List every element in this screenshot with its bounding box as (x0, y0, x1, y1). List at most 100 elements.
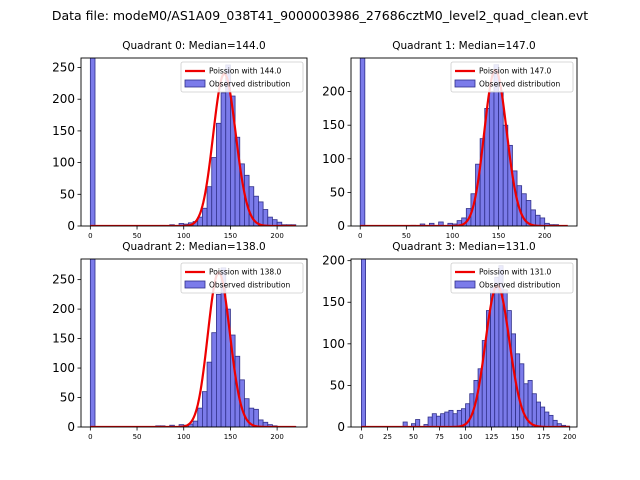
histogram-bar (206, 361, 213, 427)
histogram-bar (540, 406, 546, 427)
x-tick-label: 50 (409, 433, 418, 441)
histogram-bar (89, 58, 96, 226)
y-tick-label: 100 (52, 156, 75, 170)
histogram-bar (361, 259, 366, 427)
histogram-bar (202, 207, 208, 226)
x-tick-label: 100 (177, 433, 190, 441)
x-tick-label: 75 (435, 433, 444, 441)
x-tick-label: 175 (537, 433, 550, 441)
legend: Poission with 144.0 Observed distribution (180, 61, 304, 93)
x-tick-label: 0 (88, 232, 92, 240)
histogram-bar (498, 91, 504, 226)
poisson-fit-line (361, 284, 570, 427)
x-tick-label: 200 (270, 232, 283, 240)
legend-entry-fit: Poission with 144.0 (209, 67, 282, 76)
x-tick-label: 150 (511, 433, 524, 441)
legend: Poission with 131.0 Observed distribution (450, 262, 574, 294)
y-tick-label: 150 (322, 295, 345, 309)
x-tick-label: 150 (492, 232, 505, 240)
y-tick-label: 50 (330, 378, 345, 392)
y-tick-label: 100 (52, 361, 75, 375)
subplot-quadrant-2: 0 50 100 150 200 250 0 50 100 150 200 Quadrant 2: M… (52, 241, 308, 441)
histogram-bar (206, 186, 213, 226)
subplot-title: Quadrant 3: Median=131.0 (392, 241, 535, 253)
axes-frame (350, 57, 578, 227)
y-tick-label: 50 (60, 187, 75, 201)
x-tick-label: 50 (133, 433, 142, 441)
histogram-bar (539, 217, 546, 226)
histogram-bar (535, 214, 541, 226)
x-tick-label: 200 (270, 433, 283, 441)
legend-entry-observed: Observed distribution (209, 80, 290, 89)
legend-box (180, 262, 304, 294)
legend-entry-observed: Observed distribution (479, 281, 560, 290)
histogram-bar (535, 401, 541, 427)
legend-box (180, 61, 304, 93)
subplot-title: Quadrant 0: Median=144.0 (122, 40, 265, 52)
histogram-bar (427, 416, 433, 427)
histogram-bar (444, 411, 450, 427)
x-tick-label: 200 (538, 232, 551, 240)
histogram-bar (519, 363, 525, 427)
histogram-bar (220, 92, 227, 226)
histogram-bar (211, 332, 217, 427)
legend-entry-fit: Poission with 131.0 (479, 268, 552, 277)
histogram-bar (544, 411, 550, 427)
legend-entry-observed: Observed distribution (209, 281, 290, 290)
y-tick-label: 250 (52, 273, 75, 287)
axes-frame (80, 258, 308, 428)
histogram-bar (448, 409, 454, 427)
histogram-bar (262, 209, 269, 226)
x-tick-label: 0 (359, 433, 363, 441)
histogram-bar (494, 276, 500, 427)
legend-box (450, 61, 574, 93)
histogram-bar (415, 419, 421, 427)
histogram-bar (216, 293, 222, 427)
histogram-bar (440, 413, 446, 427)
legend-box (450, 262, 574, 294)
y-tick-label: 50 (60, 391, 75, 405)
subplot-quadrant-3: 0 50 100 150 200 0 25 50 75 100 125 150 175 200 Quadra… (322, 241, 578, 441)
legend-bar-swatch (184, 280, 206, 289)
legend-entry-fit: Poission with 138.0 (209, 268, 282, 277)
x-tick-label: 50 (402, 232, 411, 240)
histogram-bar (431, 413, 437, 427)
y-tick-label: 0 (67, 219, 75, 233)
y-tick-label: 200 (52, 92, 75, 106)
plot-area (359, 58, 568, 226)
histogram-bar (530, 209, 536, 226)
legend-entry-fit: Poission with 147.0 (479, 67, 552, 76)
histogram-bar (211, 157, 217, 226)
axes-frame (80, 57, 308, 227)
poisson-fit-line (90, 72, 296, 226)
y-tick-label: 200 (322, 85, 345, 99)
histogram-bar (202, 391, 208, 427)
figure-suptitle: Data file: modeM0/AS1A09_038T41_90000039… (52, 8, 588, 23)
subplot-title: Quadrant 1: Median=147.0 (392, 40, 535, 52)
x-tick-label: 100 (446, 232, 459, 240)
x-tick-label: 150 (224, 433, 237, 441)
y-tick-label: 200 (322, 254, 345, 268)
y-tick-label: 150 (322, 118, 345, 132)
y-tick-label: 250 (52, 61, 75, 75)
histogram-bar (192, 420, 199, 427)
x-tick-label: 100 (177, 232, 190, 240)
histogram-bar (531, 393, 537, 427)
legend-bar-swatch (184, 79, 206, 88)
y-tick-label: 100 (322, 337, 345, 351)
histogram-bar (456, 409, 462, 427)
legend-bar-swatch (454, 79, 476, 88)
y-tick-label: 150 (52, 332, 75, 346)
subplots-grid: 0 50 100 150 200 250 0 50 100 150 200 Quadrant 0: M… (52, 40, 578, 441)
y-tick-label: 200 (52, 302, 75, 316)
y-tick-label: 0 (337, 219, 345, 233)
axes-frame (350, 258, 578, 428)
histogram-bar (452, 413, 458, 427)
histogram-bar (436, 415, 441, 427)
poisson-fit-line (360, 69, 568, 226)
subplot-quadrant-1: 0 50 100 150 200 0 50 100 150 200 Quadrant 1: Medi… (322, 40, 578, 240)
x-tick-label: 0 (88, 433, 92, 441)
histogram-bar (89, 259, 96, 427)
y-tick-label: 50 (330, 185, 345, 199)
